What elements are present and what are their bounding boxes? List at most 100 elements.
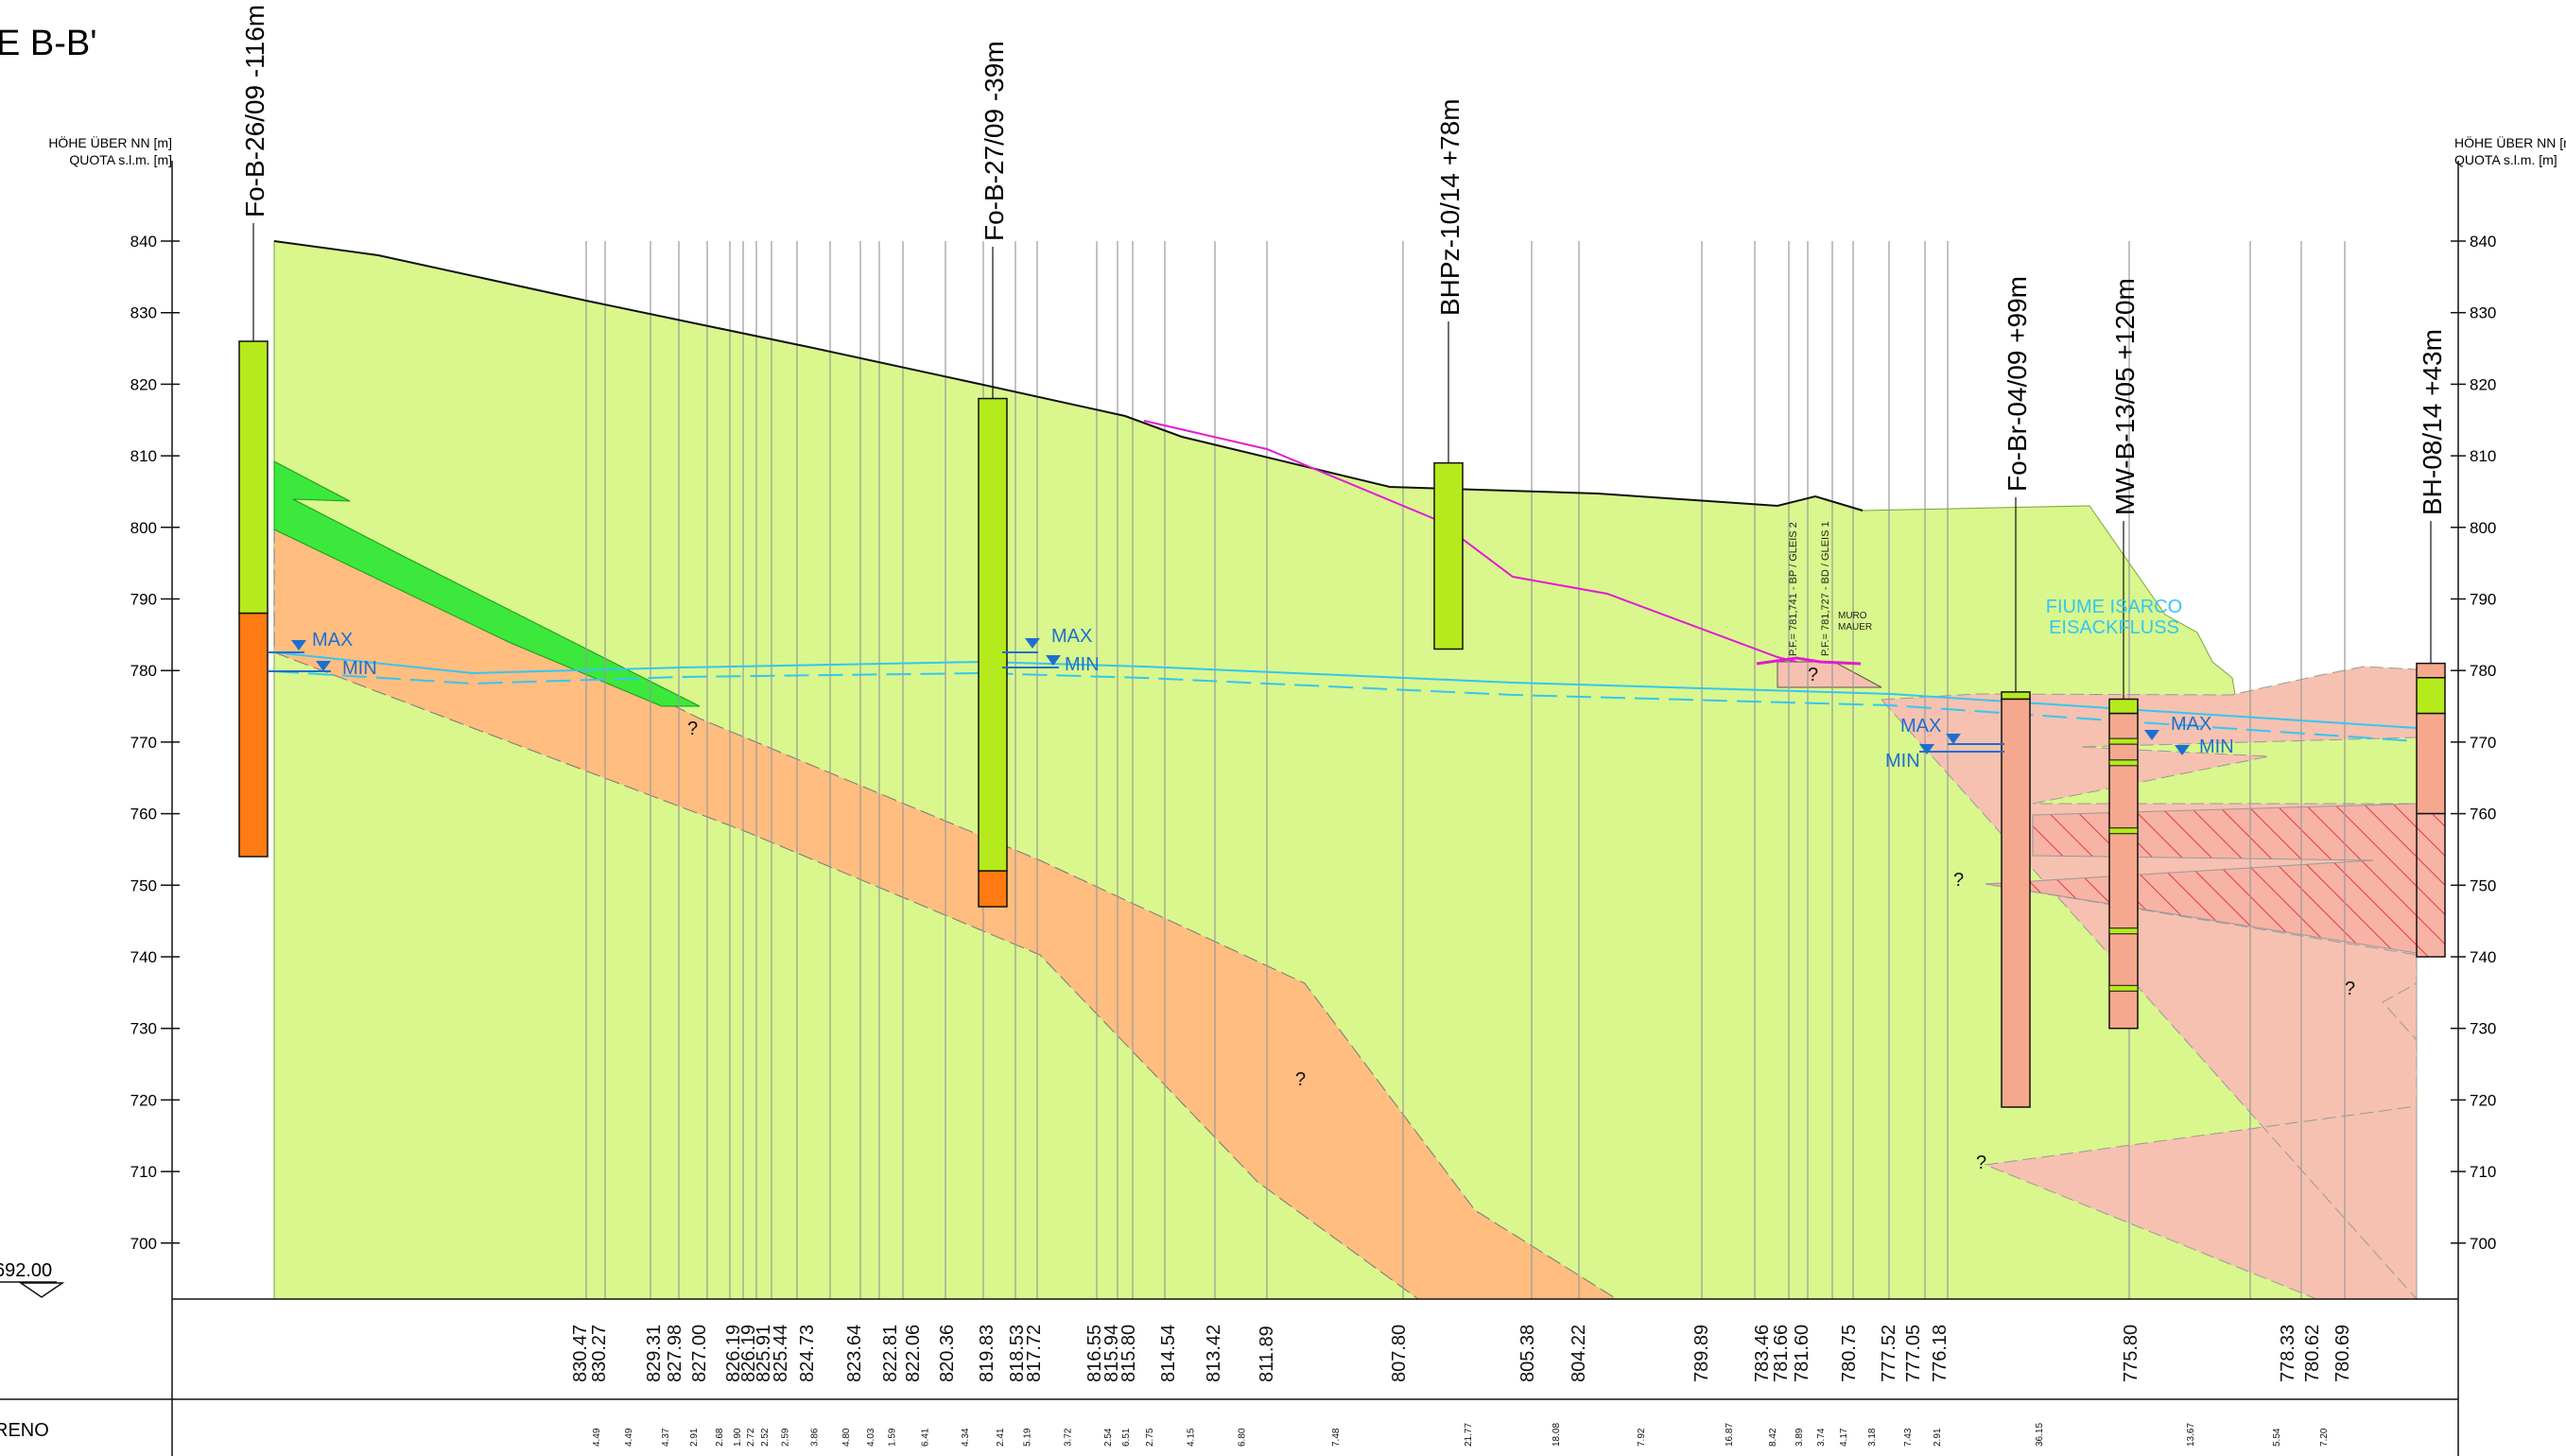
- distance-value: 3.74: [1816, 1428, 1827, 1447]
- muro-label: MURO: [1838, 611, 1867, 621]
- distance-value: 2.54: [1103, 1428, 1114, 1447]
- distance-value: 2.91: [689, 1428, 700, 1447]
- elevation-value: 818.53: [1007, 1325, 1028, 1382]
- axis-tick-label: 730: [130, 1020, 157, 1038]
- distance-value: 36.15: [2035, 1423, 2045, 1447]
- distance-value: 4.80: [841, 1428, 852, 1447]
- elevation-value: 807.80: [1389, 1325, 1410, 1382]
- axis-tick-label: 760: [2470, 806, 2496, 823]
- elevation-value: 777.52: [1879, 1325, 1899, 1382]
- layer-silt-lens: [273, 460, 701, 707]
- elevation-value: 776.18: [1930, 1325, 1951, 1382]
- question-mark: ?: [1976, 1153, 1986, 1173]
- axis-tick-label: 720: [2470, 1091, 2496, 1109]
- question-mark: ?: [687, 719, 698, 739]
- question-mark: ?: [2345, 979, 2355, 999]
- distance-value: 1.90: [733, 1428, 743, 1447]
- elevation-value: 778.33: [2278, 1325, 2298, 1382]
- datum-marker: 692.00: [0, 1260, 65, 1298]
- distance-value: 7.20: [2319, 1428, 2330, 1447]
- page-title: E B-B': [0, 24, 97, 63]
- axis-tick-label: 790: [2470, 591, 2496, 609]
- axis-tick-label: 720: [130, 1091, 157, 1109]
- distance-value: 4.49: [592, 1428, 602, 1447]
- axis-tick-label: 780: [2470, 662, 2496, 680]
- max-level-icon: [1025, 638, 1040, 649]
- borehole: Fo-B-26/09 -116m: [238, 5, 269, 858]
- borehole-layer: [2416, 812, 2446, 958]
- borehole-label: MW-B-13/05 +120m: [2110, 278, 2140, 515]
- min-level-icon: [2175, 745, 2190, 755]
- elevation-value: 820.36: [937, 1325, 958, 1382]
- axis-label-de-right: HÖHE ÜBER NN [m]: [2454, 134, 2566, 150]
- axis-tick-label: 710: [130, 1163, 157, 1181]
- elevation-value: 814.54: [1158, 1325, 1179, 1382]
- distance-value: 6.80: [1238, 1428, 1248, 1447]
- distance-value: 5.19: [1023, 1428, 1033, 1447]
- borehole: Fo-B-27/09 -39m: [978, 41, 1009, 908]
- borehole-layer: [1433, 461, 1464, 650]
- elevation-value: 827.00: [689, 1325, 710, 1382]
- axis-tick-label: 730: [2470, 1020, 2496, 1038]
- distance-value: 2.75: [1145, 1428, 1155, 1447]
- min-level-icon: [1046, 655, 1061, 666]
- axis-tick-label: 820: [130, 375, 157, 393]
- axis-tick-label: 760: [130, 806, 157, 823]
- axis-tick-label: 780: [130, 662, 157, 680]
- elevation-value: 826.19: [738, 1325, 759, 1382]
- borehole-layer: [2108, 759, 2139, 767]
- max-label-2: MAX: [1051, 626, 1092, 647]
- max-level-icon: [1946, 734, 1961, 744]
- question-mark: ?: [1808, 665, 1818, 685]
- question-mark: ?: [1295, 1069, 1306, 1090]
- borehole-layer: [2416, 677, 2446, 715]
- distance-value: 18.08: [1552, 1423, 1562, 1447]
- distance-value: 7.43: [1903, 1428, 1914, 1447]
- min-label-1: MIN: [342, 658, 377, 679]
- borehole-layer: [978, 397, 1008, 872]
- distance-value: 4.15: [1187, 1428, 1197, 1447]
- max-level-icon: [291, 640, 306, 650]
- borehole-layer: [2416, 712, 2446, 815]
- max-level-icon: [2144, 730, 2159, 740]
- elevation-value: 775.80: [2121, 1325, 2141, 1382]
- axis-tick-label: 810: [2470, 447, 2496, 465]
- borehole: Fo-Br-04/09 +99m: [2001, 276, 2032, 1108]
- axis-tick-label: 700: [2470, 1235, 2496, 1253]
- row-label: RENO: [0, 1420, 49, 1441]
- borehole-layer: [2108, 927, 2139, 935]
- elevation-value: 825.91: [754, 1325, 774, 1382]
- elevation-value: 817.72: [1024, 1325, 1045, 1382]
- axis-tick-label: 700: [130, 1235, 157, 1253]
- borehole-label: BH-08/14 +43m: [2418, 329, 2447, 515]
- borehole-layer: [2416, 662, 2446, 679]
- gleis1-label: P.F.= 781,727 - BD / GLEIS 1: [1820, 521, 1831, 656]
- river-label: FIUME ISARCO EISACKFLUSS: [2046, 597, 2182, 638]
- axis-tick-label: 770: [130, 734, 157, 752]
- elevation-value: 827.98: [665, 1325, 685, 1382]
- distance-value: 2.41: [996, 1428, 1006, 1447]
- borehole-label: Fo-B-27/09 -39m: [980, 41, 1009, 241]
- elevation-value: 783.46: [1752, 1325, 1773, 1382]
- min-label-3: MIN: [1885, 751, 1920, 771]
- axis-tick-label: 800: [2470, 519, 2496, 537]
- elevation-value: 816.55: [1084, 1325, 1105, 1382]
- borehole-layer: [2001, 698, 2031, 1108]
- track-labels: P.F.= 781,741 - BP / GLEIS 2 P.F.= 781,7…: [1788, 521, 1872, 656]
- elevation-value: 830.27: [589, 1325, 610, 1382]
- distance-value: 2.91: [1933, 1428, 1943, 1447]
- borehole-layer: [2108, 827, 2139, 835]
- axis-tick-label: 810: [130, 447, 157, 465]
- distance-value: 3.86: [810, 1428, 821, 1447]
- distance-value: 3.72: [1064, 1428, 1074, 1447]
- max-label-1: MAX: [312, 630, 353, 650]
- elevation-value: 777.05: [1903, 1325, 1924, 1382]
- axis-tick-label: 790: [130, 591, 157, 609]
- distance-value: 4.37: [661, 1428, 671, 1447]
- axis-tick-label: 750: [130, 876, 157, 894]
- elevation-value: 819.83: [977, 1325, 997, 1382]
- station-lines: [585, 241, 2346, 1299]
- water-level-markers: MAX MIN MAX MIN MAX MIN MAX MIN: [269, 626, 2234, 771]
- elevation-value: 826.19: [723, 1325, 744, 1382]
- borehole-layer: [2108, 984, 2139, 992]
